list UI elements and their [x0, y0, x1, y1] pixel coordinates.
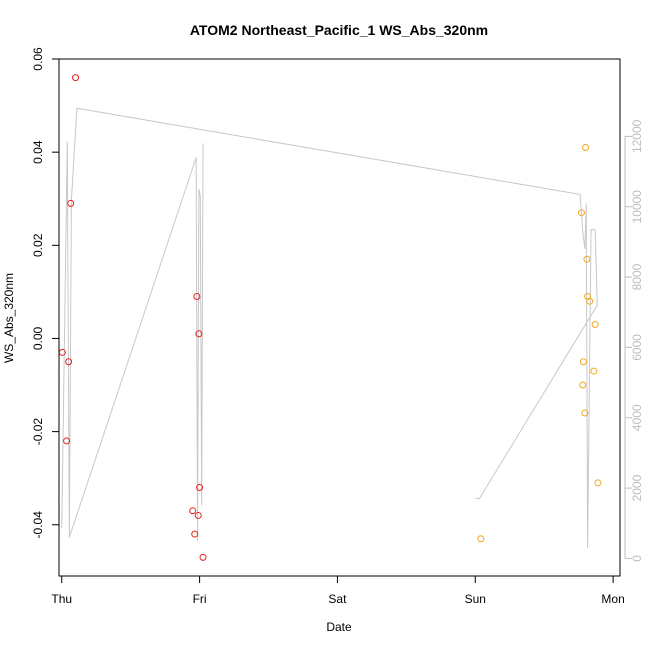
y2-tick-label: 12000 — [630, 119, 644, 153]
x-axis: Thu Fri Sat Sun Mon — [51, 575, 625, 606]
data-point — [577, 209, 585, 217]
x-tick-label: Fri — [193, 592, 207, 606]
data-point — [193, 293, 201, 301]
y2-tick-label: 6000 — [630, 334, 644, 361]
y-tick-label: -0.02 — [31, 418, 45, 446]
y-tick-label: 0.02 — [31, 233, 45, 257]
y-axis-label: WS_Abs_320nm — [2, 273, 16, 363]
data-point — [67, 199, 75, 207]
y-tick-label: 0.00 — [31, 326, 45, 350]
series-line-3 — [68, 143, 204, 541]
data-point — [58, 348, 66, 356]
y2-tick-label: 4000 — [630, 404, 644, 431]
data-point — [196, 484, 204, 492]
x-tick-label: Sun — [465, 592, 486, 606]
data-point — [583, 255, 591, 263]
y-tick-label: 0.06 — [31, 47, 45, 71]
y2-axis: 0 2000 4000 6000 8000 10000 12000 — [624, 119, 644, 562]
data-point — [63, 437, 71, 445]
data-points — [58, 74, 602, 561]
data-point — [189, 507, 197, 515]
data-point — [194, 511, 202, 519]
y2-tick-label: 0 — [630, 555, 644, 562]
y-tick-label: 0.04 — [31, 140, 45, 164]
data-point — [594, 479, 602, 487]
data-point — [581, 409, 589, 417]
x-tick-label: Thu — [51, 592, 72, 606]
data-point — [579, 358, 587, 366]
series-line-2 — [61, 107, 598, 548]
y-tick-label: -0.04 — [31, 511, 45, 539]
data-point — [591, 320, 599, 328]
x-tick-label: Mon — [601, 592, 624, 606]
x-tick-label: Sat — [328, 592, 347, 606]
data-point — [65, 358, 73, 366]
y-axis: -0.04 -0.02 0.00 0.02 0.04 0.06 — [31, 47, 60, 539]
x-axis-label: Date — [326, 620, 352, 634]
data-point — [191, 530, 199, 538]
data-point — [477, 535, 485, 543]
y2-tick-label: 10000 — [630, 190, 644, 224]
chart-title: ATOM2 Northeast_Pacific_1 WS_Abs_320nm — [190, 22, 488, 38]
y2-tick-label: 2000 — [630, 474, 644, 501]
data-point — [586, 297, 594, 305]
data-point — [582, 143, 590, 151]
data-point — [590, 367, 598, 375]
data-point — [195, 330, 203, 338]
y2-tick-label: 8000 — [630, 263, 644, 290]
data-point — [199, 553, 207, 561]
depth-lines — [61, 107, 598, 548]
data-point — [72, 74, 80, 82]
data-point — [579, 381, 587, 389]
